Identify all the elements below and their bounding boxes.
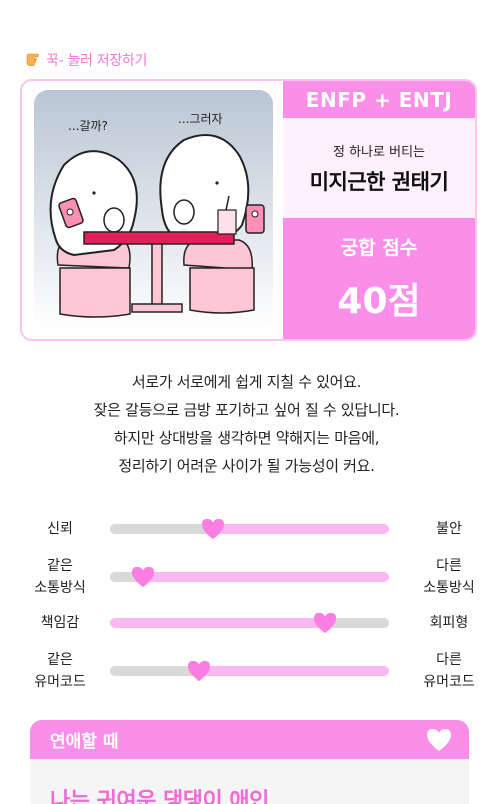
metric-row: 신뢰 불안 xyxy=(20,509,473,549)
metric-row: 같은 유머코드 다른 유머코드 xyxy=(20,651,475,691)
description-line: 잦은 갈등으로 금방 포기하고 싶어 질 수 있답니다. xyxy=(93,401,400,419)
save-hint-text: 꾹- 눌러 저장하기 xyxy=(46,53,148,69)
love-section-header: 연애할 때 xyxy=(30,720,469,759)
metric-right-label: 회피형 xyxy=(429,615,469,631)
love-section-body: 나는 귀여운 댕댕이 애인 xyxy=(30,759,469,804)
metric-left-label: 책임감 xyxy=(40,615,80,631)
heart-icon xyxy=(427,728,451,751)
description-line: 정리하기 어려운 사이가 될 가능성이 커요. xyxy=(118,457,375,475)
metric-track-grey xyxy=(110,524,214,534)
metric-track-grey xyxy=(110,572,144,582)
metric-track xyxy=(110,566,389,588)
metric-track-grey xyxy=(110,666,200,676)
metric-track-grey xyxy=(324,618,389,628)
love-section: 연애할 때 나는 귀여운 댕댕이 애인 xyxy=(30,720,469,804)
metric-heart-handle[interactable] xyxy=(130,565,156,589)
result-card: ...갈까? ...그러자 xyxy=(20,79,477,341)
pointing-hand-icon xyxy=(26,53,39,66)
nickname-box: 정 하나로 버티는 미지근한 권태기 xyxy=(283,118,475,218)
save-hint: 꾹- 눌러 저장하기 xyxy=(24,50,147,70)
metric-heart-handle[interactable] xyxy=(186,659,212,683)
metric-right-label: 다른 소통방식 xyxy=(423,558,475,596)
score-box: 궁합 점수 40점 xyxy=(283,218,475,339)
metric-right-label: 다른 유머코드 xyxy=(423,652,475,690)
nickname-subtitle: 정 하나로 버티는 xyxy=(333,144,425,160)
metric-track xyxy=(110,518,389,540)
score-value: 40점 xyxy=(337,281,421,322)
metric-left-label: 같은 소통방식 xyxy=(34,558,86,596)
couple-illustration: ...갈까? ...그러자 xyxy=(34,90,273,330)
score-label: 궁합 점수 xyxy=(340,237,418,259)
compatibility-description: 서로가 서로에게 쉽게 지칠 수 있어요. 잦은 갈등으로 금방 포기하고 싶어… xyxy=(0,368,493,480)
metric-heart-handle[interactable] xyxy=(200,517,226,541)
description-line: 서로가 서로에게 쉽게 지칠 수 있어요. xyxy=(131,373,362,391)
metric-row: 같은 소통방식 다른 소통방식 xyxy=(20,557,475,597)
bubble-left-text: ...갈까? xyxy=(68,119,108,133)
description-line: 하지만 상대방을 생각하면 약해지는 마음에, xyxy=(113,429,380,447)
metric-right-label: 불안 xyxy=(436,521,462,537)
love-section-title: 연애할 때 xyxy=(50,732,119,752)
metric-left-label: 같은 유머코드 xyxy=(34,652,86,690)
illustration-panel: ...갈까? ...그러자 xyxy=(22,81,283,339)
bubble-right-text: ...그러자 xyxy=(178,112,223,126)
nickname-title: 미지근한 권태기 xyxy=(309,169,449,194)
metric-row: 책임감 회피형 xyxy=(20,603,473,643)
metric-left-label: 신뢰 xyxy=(47,521,73,537)
metric-heart-handle[interactable] xyxy=(312,611,338,635)
result-panel: ENFP + ENTJ 정 하나로 버티는 미지근한 권태기 궁합 점수 40점 xyxy=(283,81,475,339)
couple-illustration-art: ...갈까? ...그러자 xyxy=(34,90,273,330)
metric-track xyxy=(110,612,389,634)
love-section-first-line: 나는 귀여운 댕댕이 애인 xyxy=(50,789,269,804)
metric-track xyxy=(110,660,389,682)
mbti-types: ENFP + ENTJ xyxy=(283,81,475,118)
